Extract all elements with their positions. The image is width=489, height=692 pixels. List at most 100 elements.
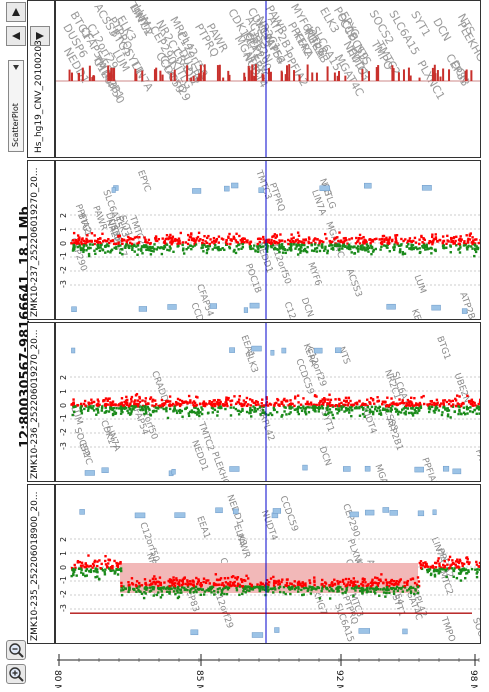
data-point xyxy=(285,581,289,585)
data-point xyxy=(335,587,338,590)
data-point xyxy=(352,577,355,580)
data-point xyxy=(475,407,479,410)
data-point xyxy=(213,408,217,412)
scroll-down-button[interactable] xyxy=(6,26,26,46)
probe-marker xyxy=(258,187,265,193)
data-point xyxy=(410,401,413,404)
data-point xyxy=(330,587,333,591)
cnv-bar xyxy=(203,64,206,81)
data-point xyxy=(232,235,236,238)
data-point xyxy=(160,586,164,590)
data-point xyxy=(458,558,462,562)
data-point xyxy=(361,584,364,587)
data-point xyxy=(198,414,201,418)
cnv-bar xyxy=(344,75,347,81)
data-point xyxy=(231,575,235,578)
data-point xyxy=(240,241,243,245)
data-point xyxy=(238,394,241,398)
sample-scatter-panel[interactable]: 210-1-2-3MGAT4CCCDC59LIN7AACSS3PPFIA2SYT… xyxy=(55,484,481,644)
probe-marker xyxy=(302,464,308,471)
data-point xyxy=(463,568,467,572)
data-point xyxy=(454,404,458,408)
probe-marker xyxy=(402,628,408,635)
data-point xyxy=(353,585,357,589)
data-point xyxy=(378,409,382,412)
data-point xyxy=(383,400,386,403)
data-point xyxy=(397,587,401,590)
data-point xyxy=(95,569,98,572)
data-point xyxy=(282,398,286,402)
data-point xyxy=(307,402,310,406)
data-point xyxy=(310,249,314,252)
data-point xyxy=(90,232,94,235)
sample-scatter-panel[interactable]: 210-1-2-3ATP2B1EPYCKERALUMDCNBTG1NTSMGAT… xyxy=(55,322,481,482)
data-point xyxy=(211,248,214,251)
cnv-bar xyxy=(407,67,410,81)
cnv-bar xyxy=(326,66,329,81)
data-point xyxy=(406,241,409,244)
data-point xyxy=(450,567,454,570)
data-point xyxy=(252,247,255,250)
data-point xyxy=(154,577,157,581)
data-point xyxy=(299,249,302,253)
data-point xyxy=(124,399,128,402)
data-point xyxy=(451,403,455,406)
data-point xyxy=(321,403,325,407)
data-point xyxy=(219,402,222,405)
data-point xyxy=(99,566,102,570)
plot-type-dropdown[interactable]: ScatterPlot xyxy=(8,60,24,152)
data-point xyxy=(168,590,171,594)
data-point xyxy=(459,559,462,563)
sample-scatter-plot[interactable]: 210-1-2-3ATP2B1EPYCKERALUMDCNBTG1NTSMGAT… xyxy=(56,323,481,482)
data-point xyxy=(328,597,332,600)
data-point xyxy=(315,395,318,398)
zoom-out-button[interactable] xyxy=(6,640,26,660)
data-point xyxy=(162,586,165,589)
data-point xyxy=(363,242,366,245)
data-point xyxy=(306,402,309,405)
data-point xyxy=(194,243,198,246)
data-point xyxy=(141,405,144,409)
data-point xyxy=(381,588,385,591)
data-point xyxy=(374,592,377,595)
data-point xyxy=(185,406,189,409)
data-point xyxy=(235,232,238,235)
data-point xyxy=(86,234,89,237)
data-point xyxy=(393,583,396,586)
data-point xyxy=(226,398,230,401)
data-point xyxy=(210,241,214,244)
data-point xyxy=(104,244,108,247)
data-point xyxy=(120,584,123,588)
data-point xyxy=(358,399,361,403)
scroll-up-button[interactable] xyxy=(6,2,26,22)
probe-marker xyxy=(281,347,287,354)
data-point xyxy=(327,402,331,406)
data-point xyxy=(149,246,153,250)
cnv-bar xyxy=(159,70,162,81)
data-point xyxy=(292,584,295,587)
data-point xyxy=(365,248,368,252)
data-point xyxy=(277,248,280,251)
data-point xyxy=(101,569,105,572)
sample-scatter-panel[interactable]: 2 1 0 -1 -2 -3 MYF6 PTPRQ CEP290 TMTC3 KITLG DUSP6 P… xyxy=(55,160,481,320)
data-point xyxy=(331,244,334,247)
cnv-track-panel[interactable]: MYF6 PTPRQ CEP290 TMTC3 KITLG DUSP6 POC1B ATP2B… xyxy=(55,0,481,158)
data-point xyxy=(210,587,214,590)
sample-scatter-plot[interactable]: 210-1-2-3MGAT4CCCDC59LIN7AACSS3PPFIA2SYT… xyxy=(56,485,481,644)
data-point xyxy=(251,399,254,402)
data-point xyxy=(410,245,413,248)
data-point xyxy=(209,586,212,589)
data-point xyxy=(127,581,130,584)
panel-expand-button[interactable] xyxy=(30,26,50,46)
data-point xyxy=(458,251,462,254)
data-point xyxy=(462,569,465,572)
data-point xyxy=(312,239,315,242)
zoom-in-button[interactable] xyxy=(6,664,26,684)
data-point xyxy=(294,395,297,398)
data-point xyxy=(81,564,84,567)
data-point xyxy=(291,402,294,406)
probe-marker xyxy=(101,467,109,473)
data-point xyxy=(345,584,348,587)
